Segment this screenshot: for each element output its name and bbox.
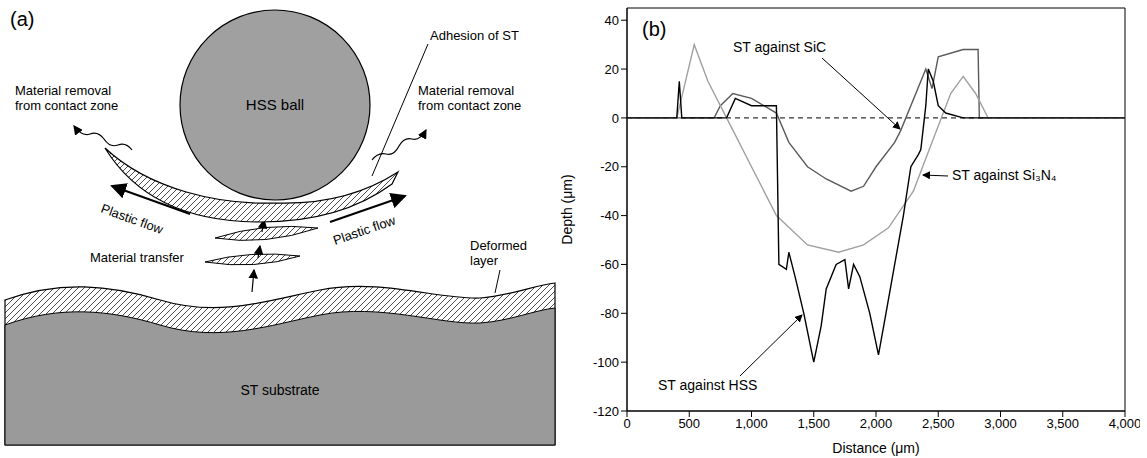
svg-text:Plastic flow: Plastic flow [331,212,398,248]
svg-text:Material removalfrom contact z: Material removalfrom contact zone [418,83,521,113]
svg-text:Material transfer: Material transfer [90,250,185,265]
svg-text:-40: -40 [600,208,619,223]
svg-text:-60: -60 [600,257,619,272]
svg-text:HSS ball: HSS ball [246,96,304,113]
svg-text:ST against Si₃N₄: ST against Si₃N₄ [952,167,1057,183]
svg-text:0: 0 [612,111,619,126]
svg-text:-100: -100 [593,355,619,370]
svg-text:ST against HSS: ST against HSS [658,377,757,393]
svg-text:Plastic flow: Plastic flow [99,201,166,238]
svg-text:ST against SiC: ST against SiC [733,39,826,55]
svg-text:-80: -80 [600,306,619,321]
svg-text:0: 0 [623,416,630,431]
svg-text:2,500: 2,500 [922,416,955,431]
svg-text:20: 20 [605,62,619,77]
svg-text:2,000: 2,000 [860,416,893,431]
svg-text:1,000: 1,000 [735,416,768,431]
svg-text:500: 500 [678,416,700,431]
svg-text:1,500: 1,500 [797,416,830,431]
svg-text:4,000: 4,000 [1109,416,1140,431]
svg-text:3,000: 3,000 [984,416,1017,431]
svg-text:40: 40 [605,13,619,28]
svg-text:-20: -20 [600,159,619,174]
svg-text:(b): (b) [642,18,666,40]
svg-text:-120: -120 [593,404,619,419]
svg-text:Material removalfrom contact z: Material removalfrom contact zone [15,83,118,113]
svg-text:Distance (μm): Distance (μm) [832,440,919,456]
svg-text:Deformedlayer: Deformedlayer [470,238,527,268]
svg-text:Adhesion of ST: Adhesion of ST [430,28,519,43]
svg-text:(a): (a) [10,8,34,30]
svg-text:Depth (μm): Depth (μm) [560,174,575,244]
svg-text:3,500: 3,500 [1046,416,1079,431]
svg-text:ST substrate: ST substrate [240,382,319,398]
